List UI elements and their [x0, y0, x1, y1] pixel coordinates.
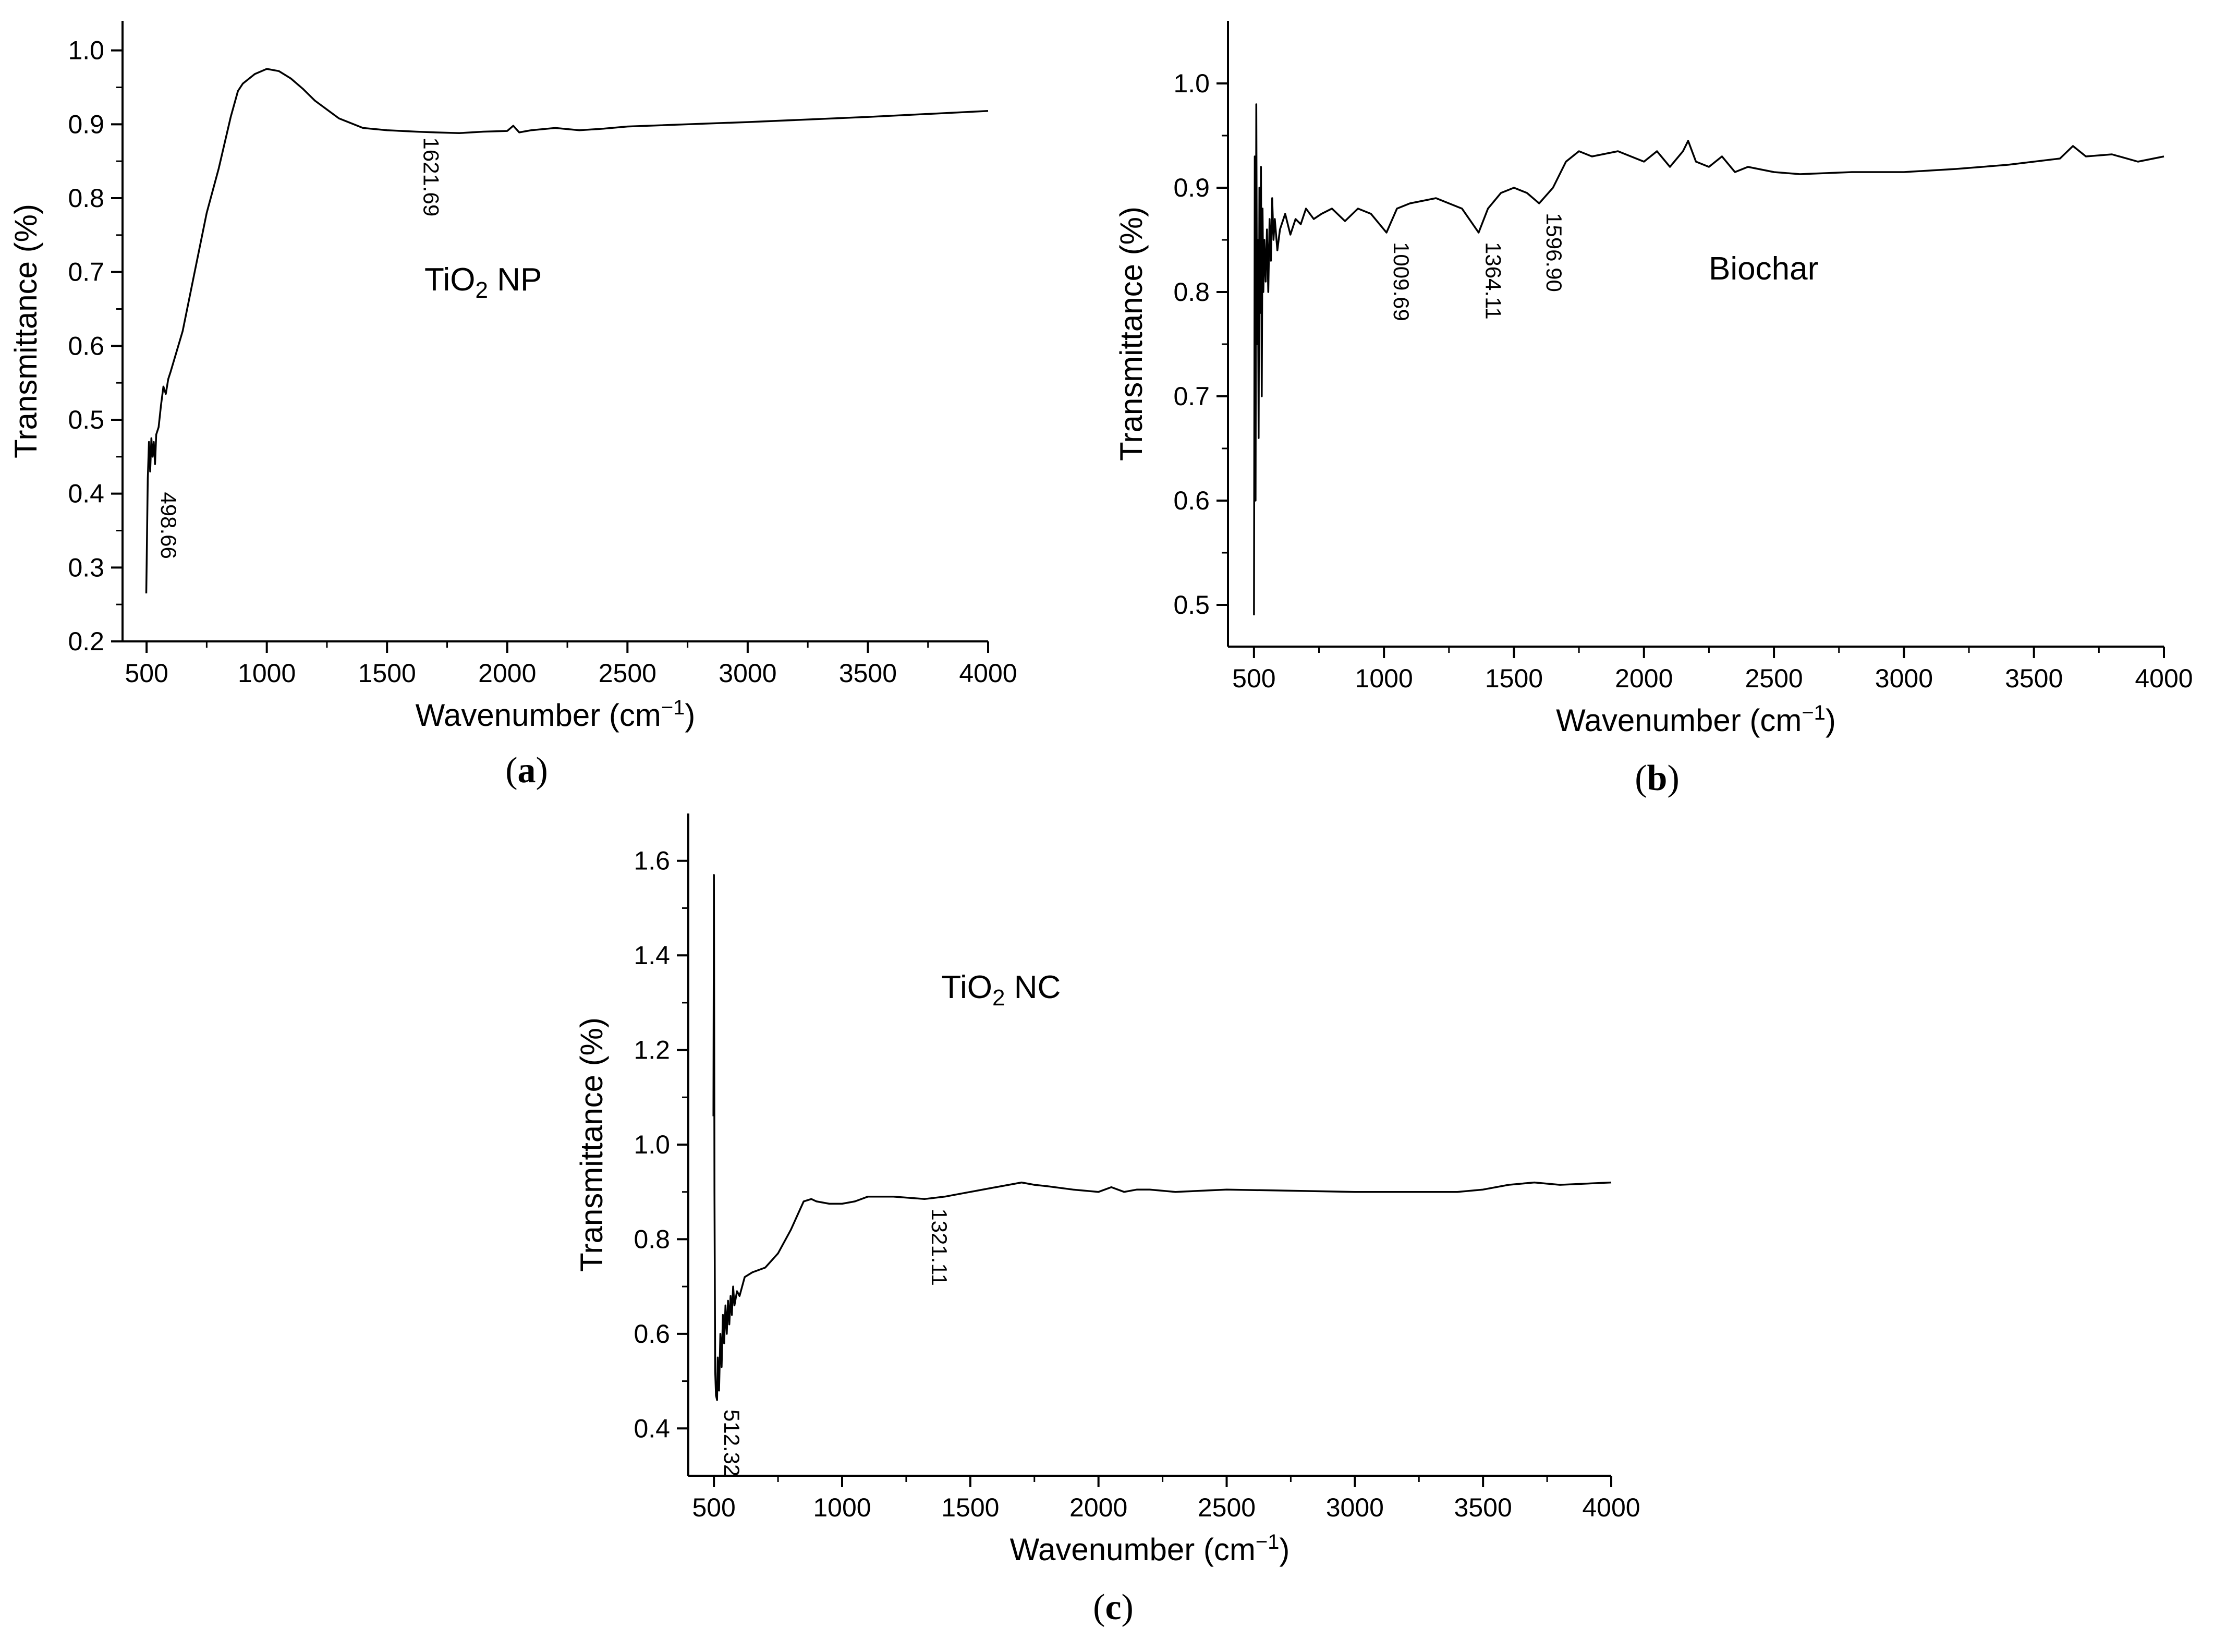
- panel-b-x-tick-label-500: 500: [1232, 664, 1275, 693]
- panel-c-y-tick-label-1.6: 1.6: [634, 846, 670, 876]
- panel-b-x-tick-label-3000: 3000: [1875, 664, 1933, 693]
- panel-c-y-ticks: 0.4 0.6 0.8 1.0 1.2 1.4 1.6: [634, 846, 688, 1443]
- panel-a-y-tick-label-0.7: 0.7: [68, 258, 104, 287]
- panel-a-peak-labels: 498.66 1621.69: [156, 137, 443, 558]
- panel-a-x-tick-label-4000: 4000: [959, 659, 1017, 688]
- panel-a-spectrum-line: [145, 68, 989, 593]
- panel-a-caption: (a): [505, 750, 548, 791]
- panel-a-y-tick-label-0.3: 0.3: [68, 553, 104, 582]
- panel-c-y-tick-label-0.6: 0.6: [634, 1319, 670, 1349]
- panel-c-x-tick-label-1500: 1500: [941, 1493, 999, 1522]
- panel-b-y-tick-label-0.5: 0.5: [1173, 590, 1210, 620]
- panel-a-y-tick-label-0.2: 0.2: [68, 627, 104, 656]
- panel-b-y-axis-title: Transmittance (%): [1114, 207, 1149, 461]
- panel-b-x-tick-label-4000: 4000: [2135, 664, 2193, 693]
- panel-b-sample-label: Biochar: [1709, 251, 1818, 287]
- panel-b-peak-labels: 1009.69 1364.11 1596.90: [1389, 213, 1566, 321]
- panel-c-x-tick-label-500: 500: [692, 1493, 735, 1522]
- panel-a-y-tick-label-1.0: 1.0: [68, 36, 104, 65]
- panel-c-x-tick-label-2500: 2500: [1198, 1493, 1256, 1522]
- panel-b-y-tick-label-0.7: 0.7: [1173, 382, 1210, 411]
- panel-a-x-tick-label-500: 500: [125, 659, 168, 688]
- panel-c-y-tick-label-0.4: 0.4: [634, 1414, 670, 1443]
- panel-b-y-tick-label-1.0: 1.0: [1173, 69, 1210, 98]
- panel-c-caption: (c): [1093, 1587, 1134, 1627]
- panel-b-x-tick-label-1000: 1000: [1355, 664, 1413, 693]
- panel-c-x-tick-label-3500: 3500: [1454, 1493, 1512, 1522]
- panel-b-peak-label-1596.90: 1596.90: [1542, 213, 1566, 292]
- panel-b-y-tick-label-0.9: 0.9: [1173, 173, 1210, 202]
- panel-c-sample-label: TiO2 NC: [941, 969, 1061, 1011]
- panel-c-x-tick-label-2000: 2000: [1069, 1493, 1127, 1522]
- panel-b-y-tick-label-0.6: 0.6: [1173, 486, 1210, 515]
- panel-a-y-tick-label-0.9: 0.9: [68, 110, 104, 139]
- panel-a-x-tick-label-2500: 2500: [599, 659, 656, 688]
- panel-a: 500 1000 1500 2000 2500 3000 3500 4000 0.20.30.…: [8, 21, 1017, 791]
- panel-b-peak-label-1009.69: 1009.69: [1389, 242, 1414, 321]
- panel-a-x-tick-label-3500: 3500: [839, 659, 897, 688]
- panel-a-x-tick-label-1500: 1500: [358, 659, 416, 688]
- panel-c-y-tick-label-0.8: 0.8: [634, 1224, 670, 1254]
- panel-a-y-tick-label-0.6: 0.6: [68, 331, 104, 360]
- panel-c-y-tick-label-1.2: 1.2: [634, 1036, 670, 1065]
- panel-b-x-tick-label-3500: 3500: [2005, 664, 2063, 693]
- panel-a-y-ticks: 0.2 0.3 0.4 0.5 0.6 0.7 0.8 0.9 1.0: [68, 36, 123, 656]
- panel-a-sample-label: TiO2 NP: [424, 262, 542, 303]
- panel-c-x-axis-title: Wavenumber (cm−1): [1010, 1530, 1290, 1567]
- panel-a-x-tick-label-2000: 2000: [478, 659, 536, 688]
- panel-b-x-ticks: 500 1000 1500 2000 2500 3000 3500 4000: [1232, 647, 2193, 693]
- panel-c-x-tick-label-4000: 4000: [1582, 1493, 1640, 1522]
- panel-a-x-tick-label-1000: 1000: [238, 659, 296, 688]
- panel-b-peak-label-1364.11: 1364.11: [1481, 242, 1506, 320]
- panel-a-x-tick-label-3000: 3000: [719, 659, 776, 688]
- panel-c-peak-label-1321.11: 1321.11: [927, 1208, 952, 1286]
- panel-b-x-axis-title: Wavenumber (cm−1): [1556, 701, 1836, 738]
- panel-b-y-ticks: 0.5 0.6 0.7 0.8 0.9 1.0: [1173, 69, 1228, 620]
- panel-a-peak-label-498.66: 498.66: [156, 492, 181, 558]
- panel-c-x-tick-label-1000: 1000: [813, 1493, 871, 1522]
- panel-c-peak-label-512.32: 512.32: [720, 1410, 744, 1476]
- panel-a-peak-label-1621.69: 1621.69: [419, 137, 443, 216]
- panel-b-caption: (b): [1635, 758, 1680, 798]
- panel-b-x-tick-label-2500: 2500: [1745, 664, 1803, 693]
- panel-c-y-tick-label-1.0: 1.0: [634, 1130, 670, 1159]
- panel-b-x-tick-label-2000: 2000: [1615, 664, 1673, 693]
- panel-a-y-tick-label-0.8: 0.8: [68, 184, 104, 213]
- panel-a-y-tick-label-0.5: 0.5: [68, 405, 104, 434]
- panel-b: 500 1000 1500 2000 2500 3000 3500 4000 0.50.60.…: [1114, 21, 2193, 798]
- panel-c-peak-labels: 512.32 1321.11: [720, 1208, 952, 1476]
- panel-c-x-ticks: 500 1000 1500 2000 2500 3000 3500 4000: [692, 1476, 1640, 1522]
- panel-c-y-tick-label-1.4: 1.4: [634, 941, 670, 970]
- panel-b-spectrum-line: [1253, 103, 2164, 616]
- panel-a-x-axis-title: Wavenumber (cm−1): [416, 696, 696, 733]
- panel-c-spectrum-line: [712, 874, 1612, 1401]
- panel-c-y-axis-title: Transmittance (%): [574, 1017, 609, 1272]
- panel-a-x-ticks: 500 1000 1500 2000 2500 3000 3500 4000: [125, 641, 1017, 688]
- panel-b-y-tick-label-0.8: 0.8: [1173, 277, 1210, 307]
- panel-c: 500 1000 1500 2000 2500 3000 3500 4000 0.40.60.…: [574, 813, 1640, 1627]
- panel-a-y-tick-label-0.4: 0.4: [68, 479, 104, 508]
- panel-a-y-axis-title: Transmittance (%): [8, 204, 43, 458]
- panel-b-x-tick-label-1500: 1500: [1485, 664, 1543, 693]
- panel-c-x-tick-label-3000: 3000: [1326, 1493, 1384, 1522]
